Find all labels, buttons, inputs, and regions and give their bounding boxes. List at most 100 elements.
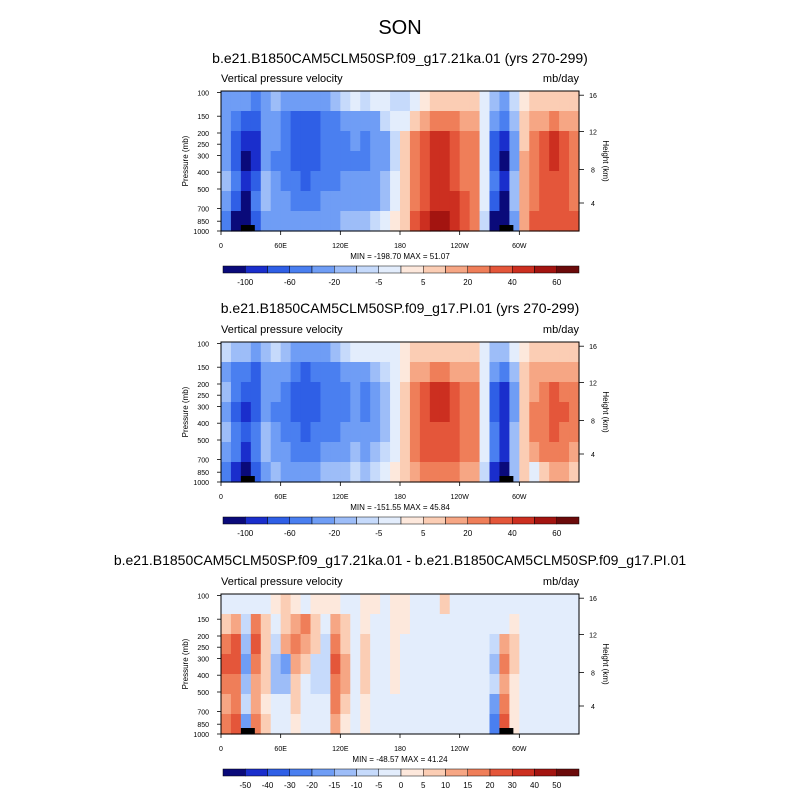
heatmap-cell: [370, 654, 381, 675]
heatmap-cell: [330, 342, 341, 363]
heatmap-cell: [260, 131, 272, 152]
heatmap-cell: [469, 694, 481, 715]
heatmap-cell: [360, 654, 371, 675]
heatmap-cell: [290, 462, 302, 483]
colorbar-label: 5: [421, 278, 426, 287]
heatmap-cell: [429, 674, 441, 695]
heatmap-cell: [370, 111, 381, 132]
heatmap-cell: [270, 342, 282, 363]
colorbar-swatch: [311, 768, 335, 777]
panel-2: b.e21.B1850CAM5CLM50SP.f09_g17.PI.01 (yr…: [181, 300, 610, 538]
heatmap-cell: [360, 151, 371, 172]
heatmap-cell: [479, 694, 491, 715]
heatmap-cell: [400, 211, 411, 232]
panel-1-y-ticks: 100 150 200 250 300 400 500 700 850 1000: [193, 90, 221, 236]
heatmap-cell: [509, 442, 520, 463]
heatmap-cell: [469, 382, 481, 403]
heatmap-cell: [489, 674, 501, 695]
heatmap-cell: [230, 151, 242, 172]
heatmap-cell: [529, 614, 540, 635]
heatmap-cell: [400, 382, 411, 403]
colorbar-swatch: [289, 768, 313, 777]
heatmap-cell: [320, 362, 331, 383]
heatmap-cell: [290, 422, 302, 443]
heatmap-cell: [519, 634, 530, 655]
heatmap-cell: [519, 131, 530, 152]
heatmap-cell: [449, 342, 461, 363]
heatmap-cell: [459, 674, 471, 695]
heatmap-cell: [459, 654, 471, 675]
heatmap-cell: [380, 91, 391, 112]
heatmap-cell: [499, 111, 510, 132]
heatmap-cell: [539, 422, 550, 443]
heatmap-cell: [449, 594, 461, 615]
heatmap-cell: [290, 614, 302, 635]
heatmap-cell: [370, 131, 381, 152]
heatmap-cell: [479, 634, 491, 655]
heatmap-cell: [330, 382, 341, 403]
heatmap-cell: [360, 402, 371, 423]
colorbar-swatch: [467, 516, 491, 525]
heatmap-cell: [240, 614, 252, 635]
heatmap-cell: [539, 211, 550, 232]
heatmap-cell: [350, 171, 361, 192]
heatmap-cell: [260, 342, 272, 363]
heatmap-cell: [400, 462, 411, 483]
y-tick-label: 150: [197, 617, 209, 624]
heatmap-cell: [330, 211, 341, 232]
heatmap-cell: [549, 634, 560, 655]
heatmap-cell: [519, 654, 530, 675]
heatmap-cell: [439, 342, 451, 363]
heatmap-cell: [270, 151, 282, 172]
heatmap-cell: [250, 91, 262, 112]
heatmap-cell: [569, 422, 580, 443]
y-tick-label: 200: [197, 634, 209, 641]
heatmap-cell: [390, 342, 401, 363]
y-tick-label: 500: [197, 187, 209, 194]
heatmap-cell: [240, 654, 252, 675]
heatmap-cell: [479, 654, 491, 675]
heatmap-cell: [280, 402, 292, 423]
colorbar-swatch: [556, 768, 580, 777]
panel-1-ylabel-right: Height (km): [601, 140, 610, 182]
y-tick-label: 400: [197, 170, 209, 177]
heatmap-cell: [340, 382, 351, 403]
colorbar-label: -5: [375, 781, 383, 790]
heatmap-cell: [340, 442, 351, 463]
heatmap-cell: [310, 442, 322, 463]
heatmap-cell: [300, 111, 312, 132]
panel-3-y-ticks: 100 150 200 250 300 400 500 700 850 1000: [193, 593, 221, 739]
heatmap-cell: [469, 462, 481, 483]
heatmap-cell: [409, 151, 421, 172]
heatmap-cell: [400, 614, 411, 635]
heatmap-cell: [549, 694, 560, 715]
heatmap-cell: [350, 362, 361, 383]
heatmap-cell: [429, 402, 441, 423]
panel-1-units: mb/day: [543, 73, 580, 85]
heatmap-cell: [221, 91, 232, 112]
heatmap-cell: [320, 422, 331, 443]
heatmap-cell: [230, 614, 242, 635]
heatmap-cell: [221, 462, 232, 483]
heatmap-cell: [320, 674, 331, 695]
heatmap-cell: [559, 634, 570, 655]
x-tick-label: 60W: [512, 746, 527, 753]
heatmap-cell: [250, 714, 262, 735]
heatmap-cell: [569, 654, 580, 675]
heatmap-cell: [400, 422, 411, 443]
heatmap-cell: [569, 111, 580, 132]
panel-3-left-label: Vertical pressure velocity: [221, 576, 343, 588]
heatmap-cell: [340, 462, 351, 483]
heatmap-cell: [459, 382, 471, 403]
heatmap-cell: [240, 211, 252, 232]
heatmap-cell: [240, 442, 252, 463]
colorbar-swatch: [356, 768, 379, 777]
heatmap-cell: [549, 674, 560, 695]
panel-2-y-ticks: 100 150 200 250 300 400 500 700 850 1000: [193, 341, 221, 487]
heatmap-cell: [529, 674, 540, 695]
heatmap-cell: [320, 714, 331, 735]
heatmap-cell: [559, 191, 570, 212]
heatmap-cell: [489, 422, 501, 443]
heatmap-cell: [270, 171, 282, 192]
heatmap-cell: [439, 91, 451, 112]
